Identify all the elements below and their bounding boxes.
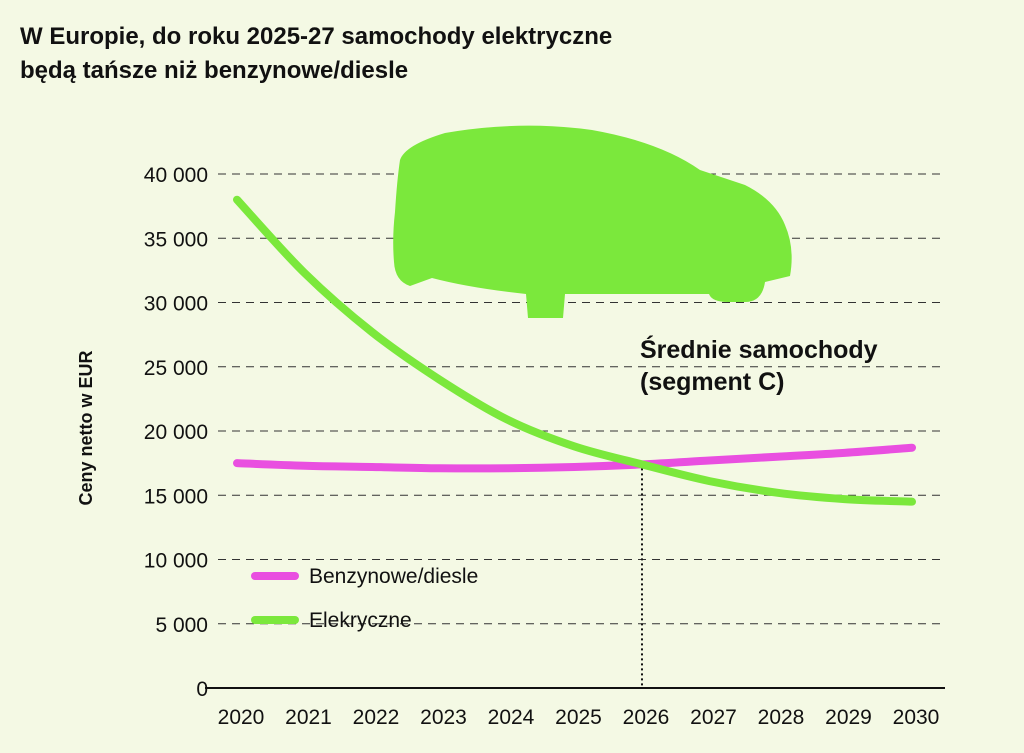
car-icon (393, 125, 792, 318)
legend-label: Benzynowe/diesle (309, 565, 478, 588)
y-tick-label: 30 000 (144, 293, 208, 316)
y-axis: 0 5 000 10 000 15 000 20 000 25 000 30 000 35 0… (144, 164, 208, 701)
annotation-line-1: Średnie samochody (640, 334, 878, 364)
x-tick-label: 2026 (623, 706, 670, 729)
y-tick-label: 25 000 (144, 357, 208, 380)
x-tick-label: 2023 (420, 706, 467, 729)
x-tick-label: 2021 (285, 706, 332, 729)
y-tick-label: 0 (196, 678, 208, 701)
x-tick-label: 2022 (353, 706, 400, 729)
chart-title-line-2: będą tańsze niż benzynowe/diesle (20, 57, 408, 84)
series-line-1 (233, 195, 916, 506)
x-tick-label: 2030 (893, 706, 940, 729)
chart-title-line-1: W Europie, do roku 2025-27 samochody ele… (20, 23, 612, 50)
x-tick-label: 2025 (555, 706, 602, 729)
y-tick-label: 40 000 (144, 164, 208, 187)
x-tick-label: 2024 (488, 706, 535, 729)
x-tick-label: 2027 (690, 706, 737, 729)
x-tick-label: 2020 (218, 706, 265, 729)
y-tick-label: 35 000 (144, 228, 208, 251)
series-line-0 (233, 443, 916, 473)
legend-label: Elekryczne (309, 609, 412, 632)
y-axis-label: Ceny netto w EUR (76, 350, 96, 505)
annotation-line-2: (segment C) (640, 368, 784, 396)
x-tick-label: 2029 (825, 706, 872, 729)
series-group (233, 195, 916, 506)
x-tick-label: 2028 (758, 706, 805, 729)
y-tick-label: 10 000 (144, 550, 208, 573)
x-axis: 2020 2021 2022 2023 2024 2025 2026 2027 2028 2029… (218, 706, 940, 729)
y-tick-label: 15 000 (144, 485, 208, 508)
legend: Benzynowe/diesle Elekryczne (251, 565, 478, 632)
y-tick-label: 20 000 (144, 421, 208, 444)
y-tick-label: 5 000 (155, 614, 208, 637)
